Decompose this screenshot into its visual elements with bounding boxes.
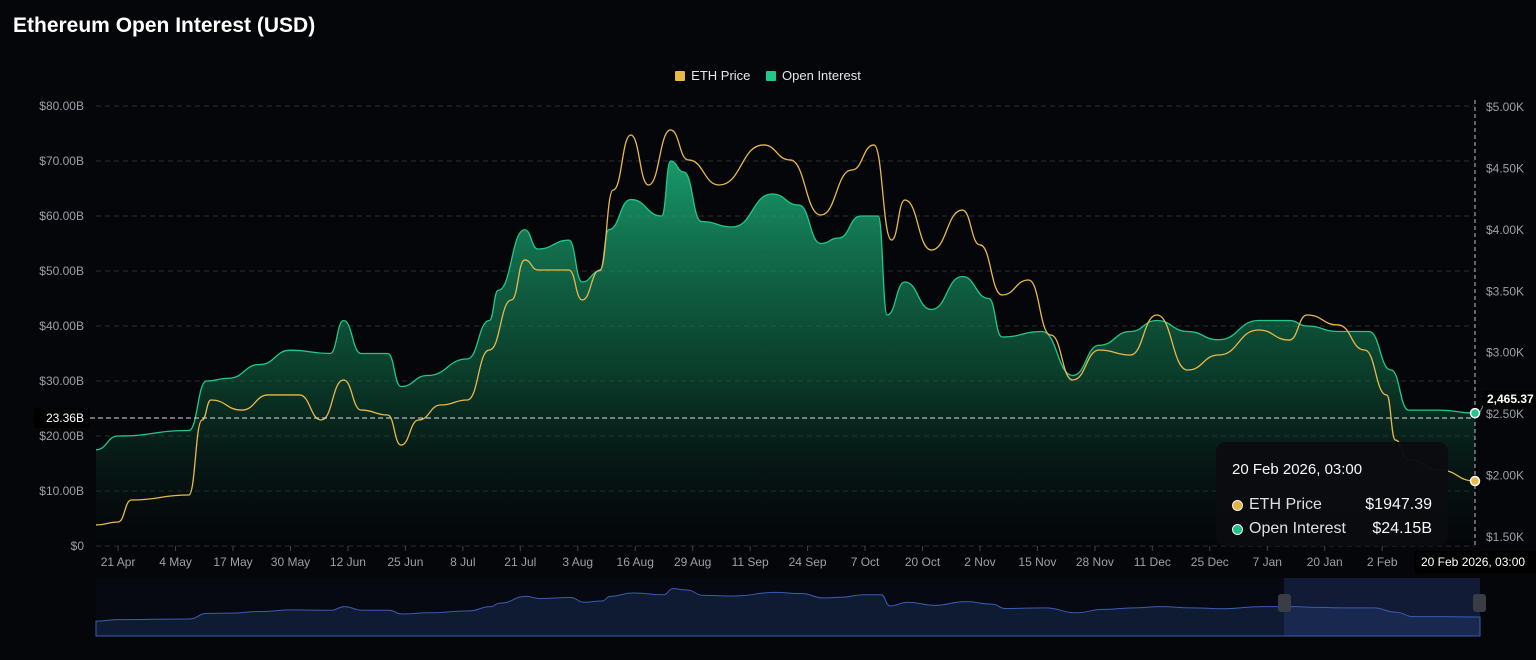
y-left-tick-label: $40.00B: [39, 319, 84, 333]
x-tick-label: 3 Aug: [562, 555, 593, 569]
crosshair-x-label-bg: [1414, 551, 1536, 573]
x-tick-label: 4 May: [159, 555, 192, 569]
x-tick-label: 29 Aug: [674, 555, 711, 569]
x-tick-label: 7 Jan: [1253, 555, 1282, 569]
eth-price-marker: [1469, 475, 1481, 487]
y-left-tick-label: $50.00B: [39, 264, 84, 278]
tooltip-row-open-interest: Open Interest $24.15B: [1232, 520, 1432, 538]
x-tick-label: 20 Oct: [905, 555, 941, 569]
y-right-tick-label: $5.00K: [1486, 100, 1524, 114]
eth-price-line: [95, 129, 1476, 526]
x-tick-label: 16 Aug: [617, 555, 654, 569]
open-interest-marker: [1469, 407, 1481, 419]
y-left-tick-label: $60.00B: [39, 209, 84, 223]
y-left-tick-label: $10.00B: [39, 484, 84, 498]
y-right-tick-label: $4.50K: [1486, 161, 1524, 175]
x-tick-label: 21 Apr: [101, 555, 136, 569]
y-right-tick-label: $2.50K: [1486, 407, 1524, 421]
tooltip: 20 Feb 2026, 03:00 ETH Price $1947.39 Op…: [1216, 442, 1448, 546]
y-right-tick-label: $3.50K: [1486, 284, 1524, 298]
crosshair-left-label: 23.36B: [46, 411, 84, 425]
x-tick-label: 25 Dec: [1191, 555, 1229, 569]
x-tick-label: 2 Nov: [964, 555, 995, 569]
y-left-tick-label: $20.00B: [39, 429, 84, 443]
navigator-handle-right[interactable]: [1473, 594, 1486, 612]
crosshair-left-label-bg: [34, 408, 90, 428]
y-right-tick-label: $1.50K: [1486, 530, 1524, 544]
crosshair-right-label-bg: [1483, 391, 1536, 407]
navigator-area: [95, 588, 1481, 637]
open-interest-line: [95, 160, 1476, 451]
y-right-tick-label: $3.00K: [1486, 346, 1524, 360]
x-tick-label: 24 Sep: [789, 555, 827, 569]
x-tick-label: 20 Jan: [1307, 555, 1343, 569]
x-tick-label: 28 Nov: [1076, 555, 1114, 569]
y-left-tick-label: $0: [71, 539, 85, 553]
chart-title: Ethereum Open Interest (USD): [13, 14, 316, 37]
x-tick-label: 2 Feb: [1367, 555, 1398, 569]
navigator[interactable]: [95, 578, 1486, 637]
tooltip-date: 20 Feb 2026, 03:00: [1232, 461, 1363, 478]
x-tick-label: 15 Nov: [1018, 555, 1056, 569]
x-tick-label: 8 Jul: [450, 555, 475, 569]
y-left-tick-label: $80.00B: [39, 99, 84, 113]
x-tick-label: 21 Jul: [504, 555, 536, 569]
legend-label: ETH Price: [691, 68, 751, 83]
x-tick-label: 25 Jun: [387, 555, 423, 569]
eth-price-swatch: [675, 70, 686, 81]
y-right-tick-label: $4.00K: [1486, 223, 1524, 237]
x-tick-label: 17 May: [213, 555, 252, 569]
x-tick-label: 7 Oct: [851, 555, 880, 569]
legend-label: Open Interest: [782, 68, 861, 83]
navigator-handle-left[interactable]: [1278, 594, 1291, 612]
crosshair-x-label: 20 Feb 2026, 03:00: [1421, 555, 1525, 569]
eth-price-dot-icon: [1232, 499, 1243, 511]
legend-item-open-interest[interactable]: Open Interest: [766, 68, 861, 83]
y-left-tick-label: $70.00B: [39, 154, 84, 168]
open-interest-swatch: [766, 70, 777, 81]
x-tick-label: 11 Sep: [732, 555, 769, 569]
tooltip-value: $24.15B: [1372, 520, 1432, 537]
tooltip-label: Open Interest: [1249, 520, 1346, 537]
open-interest-dot-icon: [1232, 523, 1243, 535]
x-tick-label: 12 Jun: [330, 555, 366, 569]
x-tick-label: 11 Dec: [1134, 555, 1171, 569]
crosshair-right-label: 2,465.37: [1487, 392, 1534, 406]
tooltip-value: $1947.39: [1365, 496, 1432, 513]
tooltip-row-eth-price: ETH Price $1947.39: [1232, 496, 1432, 514]
y-left-tick-label: $30.00B: [39, 374, 84, 388]
legend-item-eth-price[interactable]: ETH Price: [675, 68, 750, 83]
x-tick-label: 30 May: [271, 555, 310, 569]
navigator-selection[interactable]: [1284, 578, 1480, 636]
legend: ETH Price Open Interest: [0, 68, 1536, 84]
open-interest-area: [96, 161, 1475, 546]
y-right-tick-label: $2.00K: [1486, 469, 1524, 483]
tooltip-label: ETH Price: [1249, 496, 1322, 513]
